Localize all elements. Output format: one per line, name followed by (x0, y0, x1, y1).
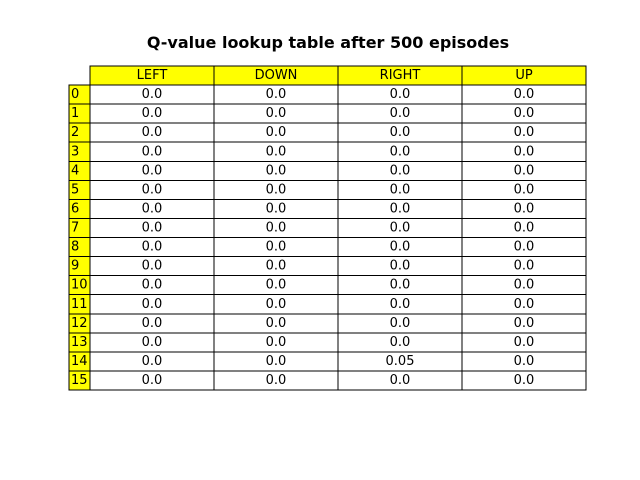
table-cell-value: 0.0 (142, 316, 163, 331)
table-cell-value: 0.0 (390, 240, 411, 255)
table-cell-value: 0.0 (514, 278, 535, 293)
row-header-label: 10 (71, 278, 88, 293)
row-header-label: 7 (71, 221, 79, 236)
row-header-label: 11 (71, 297, 88, 312)
row-header-label: 12 (71, 316, 88, 331)
table-cell-value: 0.0 (266, 106, 287, 121)
row-header-label: 8 (71, 240, 79, 255)
table-cell-value: 0.0 (390, 106, 411, 121)
table-cell-value: 0.0 (142, 373, 163, 388)
table-cell-value: 0.0 (266, 373, 287, 388)
table-cell-value: 0.0 (390, 87, 411, 102)
table-cell-value: 0.0 (514, 201, 535, 216)
table-cell-value: 0.0 (266, 354, 287, 369)
table-cell-value: 0.0 (390, 373, 411, 388)
table-cell-value: 0.0 (390, 316, 411, 331)
table-cell-value: 0.0 (142, 221, 163, 236)
row-header-label: 2 (71, 125, 79, 140)
table-cell-value: 0.0 (514, 87, 535, 102)
table-cell-value: 0.0 (266, 335, 287, 350)
table-cell-value: 0.0 (514, 373, 535, 388)
table-cell-value: 0.0 (266, 87, 287, 102)
table-cell-value: 0.0 (266, 182, 287, 197)
column-header-label: LEFT (137, 68, 168, 83)
table-cell-value: 0.0 (514, 144, 535, 159)
table-cell-value: 0.0 (390, 144, 411, 159)
row-header-label: 9 (71, 259, 79, 274)
table-cell-value: 0.0 (514, 163, 535, 178)
table-cell-value: 0.0 (142, 125, 163, 140)
table-cell-value: 0.0 (142, 144, 163, 159)
table-cell-value: 0.0 (514, 240, 535, 255)
row-header-label: 4 (71, 163, 79, 178)
table-cell-value: 0.0 (142, 354, 163, 369)
table-cell-value: 0.0 (390, 335, 411, 350)
row-header-label: 13 (71, 335, 88, 350)
table-cell-value: 0.0 (266, 316, 287, 331)
row-header-label: 0 (71, 87, 79, 102)
table-cell-value: 0.0 (142, 106, 163, 121)
table-cell-value: 0.0 (142, 278, 163, 293)
table-cell-value: 0.0 (142, 297, 163, 312)
table-cell-value: 0.0 (142, 201, 163, 216)
table-cell-value: 0.0 (142, 259, 163, 274)
column-header-label: UP (515, 68, 533, 83)
table-cell-value: 0.0 (390, 278, 411, 293)
table-cell-value: 0.0 (266, 163, 287, 178)
row-header-label: 3 (71, 144, 79, 159)
table-cell-value: 0.0 (142, 182, 163, 197)
table-cell-value: 0.0 (390, 163, 411, 178)
row-header-label: 1 (71, 106, 79, 121)
table-cell-value: 0.0 (514, 182, 535, 197)
column-header-label: DOWN (255, 68, 298, 83)
table-cell-value: 0.0 (390, 297, 411, 312)
table-cell-value: 0.0 (514, 106, 535, 121)
table-cell-value: 0.0 (266, 125, 287, 140)
table-cell-value: 0.0 (514, 125, 535, 140)
table-cell-value: 0.0 (266, 297, 287, 312)
table-cell-value: 0.0 (266, 144, 287, 159)
table-cell-value: 0.0 (390, 221, 411, 236)
table-cell-value: 0.0 (142, 240, 163, 255)
table-cell-value: 0.0 (514, 221, 535, 236)
table-cell-value: 0.0 (514, 259, 535, 274)
table-cell-value: 0.0 (390, 201, 411, 216)
table-cell-value: 0.0 (266, 240, 287, 255)
table-cell-value: 0.0 (514, 297, 535, 312)
table-cell-value: 0.0 (514, 354, 535, 369)
table-cell-value: 0.0 (266, 278, 287, 293)
table-cell (461, 370, 587, 391)
table-cell-value: 0.0 (142, 163, 163, 178)
table-cell-value: 0.0 (266, 221, 287, 236)
table-cell-value: 0.0 (142, 87, 163, 102)
column-header-label: RIGHT (380, 68, 421, 83)
row-header-label: 14 (71, 354, 88, 369)
chart-title: Q-value lookup table after 500 episodes (146, 33, 510, 52)
table-cell-value: 0.0 (390, 182, 411, 197)
table-cell-value: 0.0 (142, 335, 163, 350)
table-cell-value: 0.0 (390, 125, 411, 140)
table-cell-value: 0.0 (514, 316, 535, 331)
row-header-label: 6 (71, 201, 79, 216)
table-cell-value: 0.05 (386, 354, 415, 369)
table-cell-value: 0.0 (390, 259, 411, 274)
table-cell-value: 0.0 (266, 259, 287, 274)
table-cell-value: 0.0 (266, 201, 287, 216)
row-header-label: 15 (71, 373, 88, 388)
row-header-label: 5 (71, 182, 79, 197)
table-cell-value: 0.0 (514, 335, 535, 350)
